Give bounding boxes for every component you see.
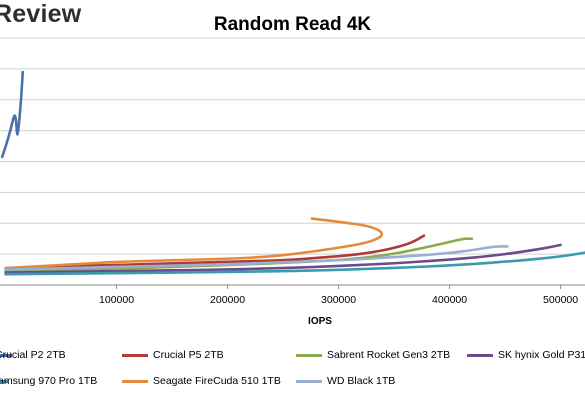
legend-swatch [0, 353, 12, 357]
legend-swatch [467, 353, 493, 357]
series-line [4, 245, 509, 271]
legend-label: Seagate FireCuda 510 1TB [153, 375, 281, 387]
x-tick-labels: 100000 200000 300000 400000 500000 [99, 294, 578, 306]
legend-swatch [122, 353, 148, 357]
series-line [0, 70, 25, 159]
legend-item: Crucial P5 2TB [122, 349, 224, 361]
series-line [4, 234, 426, 271]
site-logo: Review [0, 0, 82, 28]
x-tick-label: 100000 [99, 294, 134, 306]
legend-swatch [296, 353, 322, 357]
series-lines [0, 70, 585, 276]
legend-item: SK hynix Gold P31 1TB [467, 349, 585, 361]
legend-label: Samsung 970 Pro 1TB [0, 375, 98, 387]
series-line [4, 217, 384, 270]
series-line [4, 243, 562, 274]
legend-item: Samsung 970 Pro 1TB [0, 375, 97, 387]
legend-swatch [296, 379, 322, 383]
legend-swatch [122, 379, 148, 383]
legend-label: Crucial P2 2TB [0, 349, 66, 361]
legend-label: Sabrent Rocket Gen3 2TB [327, 349, 451, 361]
x-axis-title: IOPS [308, 316, 332, 327]
x-tick-label: 400000 [432, 294, 467, 306]
series-line [4, 251, 585, 276]
legend-swatch [0, 379, 8, 383]
axes [0, 284, 585, 289]
chart-title: Random Read 4K [213, 14, 372, 35]
legend-label: SK hynix Gold P31 1TB [498, 349, 585, 361]
legend-label: Crucial P5 2TB [153, 349, 224, 361]
legend: Crucial P2 2TB Crucial P5 2TB Sabrent Ro… [0, 343, 585, 401]
legend-item: Seagate FireCuda 510 1TB [122, 375, 281, 387]
legend-item: WD Black 1TB [296, 375, 395, 387]
x-tick-label: 500000 [543, 294, 578, 306]
legend-item: Crucial P2 2TB [0, 349, 66, 361]
grid-lines [0, 37, 585, 255]
legend-item: Sabrent Rocket Gen3 2TB [296, 349, 450, 361]
x-tick-label: 200000 [210, 294, 245, 306]
x-tick-label: 300000 [321, 294, 356, 306]
legend-label: WD Black 1TB [327, 375, 396, 387]
